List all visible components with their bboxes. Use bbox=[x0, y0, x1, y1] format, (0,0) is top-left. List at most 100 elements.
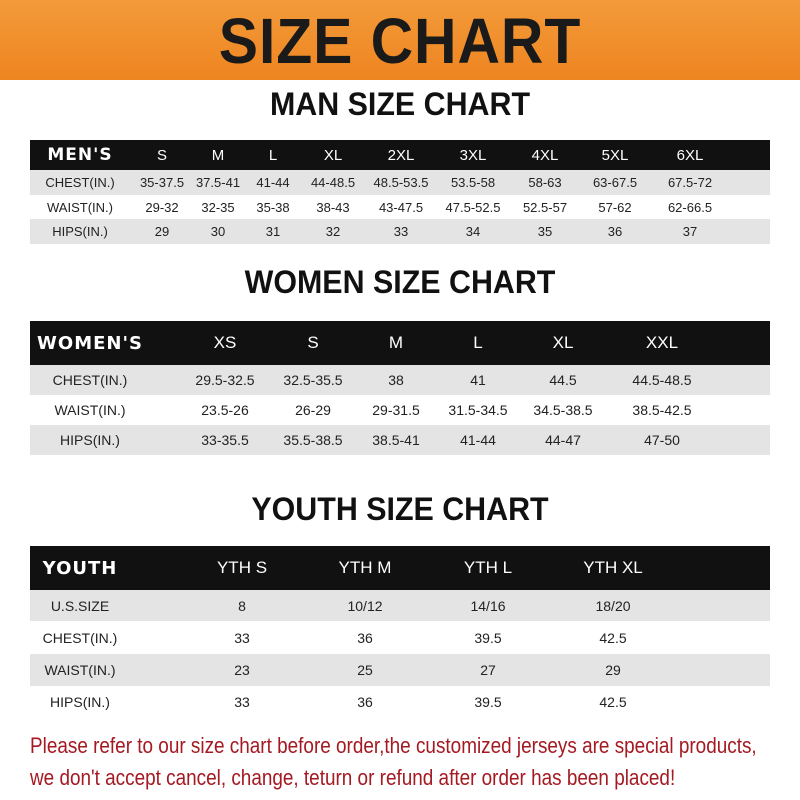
measurement-cell: 23 bbox=[234, 662, 250, 678]
measurement-cell: 52.5-57 bbox=[522, 199, 568, 215]
row-label: HIPS(IN.) bbox=[52, 224, 108, 239]
measurement-cell: 58-63 bbox=[528, 175, 562, 190]
measurement-cell: 44-48.5 bbox=[310, 175, 356, 190]
men-header-label: MEN'S bbox=[47, 145, 113, 165]
measurement-cell: 38 bbox=[388, 372, 404, 388]
measurement-cell: 63-67.5 bbox=[592, 175, 638, 190]
measurement-cell: 39.5 bbox=[474, 694, 502, 710]
row-label: CHEST(IN.) bbox=[45, 175, 115, 190]
row-label: CHEST(IN.) bbox=[52, 372, 128, 388]
measurement-cell: 35 bbox=[537, 224, 553, 239]
measurement-cell: 33 bbox=[234, 694, 250, 710]
measurement-cell: 44.5-48.5 bbox=[632, 372, 692, 388]
women-table-row: HIPS(IN.) 33-35.5 35.5-38.5 38.5-41 41-44 44-… bbox=[30, 425, 770, 455]
youth-header-label: YOUTH bbox=[42, 557, 118, 579]
measurement-cell: 44.5 bbox=[549, 372, 577, 388]
women-table-row: WAIST(IN.) 23.5-26 26-29 29-31.5 31.5-34.5 34… bbox=[30, 395, 770, 425]
measurement-cell: 47-50 bbox=[644, 432, 680, 448]
measurement-cell: 26-29 bbox=[295, 402, 331, 418]
measurement-cell: 36 bbox=[607, 224, 623, 239]
measurement-cell: 31.5-34.5 bbox=[448, 402, 508, 418]
men-section-title: MAN SIZE CHART bbox=[269, 86, 531, 122]
men-size-table: MEN'S S M L XL 2XL 3XL 4XL 5XL 6XL CHEST(IN.) 35-37… bbox=[30, 140, 770, 244]
measurement-cell: 35-37.5 bbox=[139, 175, 185, 190]
men-size-header: 5XL bbox=[601, 146, 629, 164]
measurement-cell: 14/16 bbox=[470, 597, 506, 614]
youth-size-header: YTH XL bbox=[583, 558, 643, 577]
youth-size-header: YTH S bbox=[216, 558, 268, 577]
row-label: WAIST(IN.) bbox=[44, 662, 116, 678]
men-size-header: 4XL bbox=[531, 146, 559, 164]
measurement-cell: 37.5-41 bbox=[195, 175, 241, 190]
women-header-row: WOMEN'S XS S M L XL XXL bbox=[30, 321, 770, 365]
men-size-header: L bbox=[268, 146, 278, 164]
measurement-cell: 33-35.5 bbox=[201, 432, 249, 448]
measurement-cell: 32.5-35.5 bbox=[283, 372, 343, 388]
youth-table-row: WAIST(IN.) 23 25 27 29 bbox=[30, 654, 770, 686]
men-size-header: 6XL bbox=[676, 146, 704, 164]
men-table-row: CHEST(IN.) 35-37.5 37.5-41 41-44 44-48.5 48.5… bbox=[30, 170, 770, 195]
men-header-row: MEN'S S M L XL 2XL 3XL 4XL 5XL 6XL bbox=[30, 140, 770, 170]
men-size-header: 2XL bbox=[387, 146, 415, 164]
youth-header-row: YOUTH YTH S YTH M YTH L YTH XL bbox=[30, 546, 770, 590]
measurement-cell: 33 bbox=[234, 629, 250, 646]
measurement-cell: 47.5-52.5 bbox=[445, 199, 501, 215]
measurement-cell: 38.5-42.5 bbox=[632, 402, 692, 418]
measurement-cell: 32 bbox=[325, 224, 341, 239]
measurement-cell: 37 bbox=[682, 224, 698, 239]
measurement-cell: 29 bbox=[154, 224, 170, 239]
measurement-cell: 39.5 bbox=[474, 629, 502, 646]
youth-size-table: YOUTH YTH S YTH M YTH L YTH XL U.S.SIZE 8 10/12… bbox=[30, 546, 770, 718]
measurement-cell: 44-47 bbox=[545, 432, 581, 448]
men-size-header: S bbox=[156, 146, 168, 164]
women-size-header: XL bbox=[552, 333, 574, 352]
measurement-cell: 53.5-58 bbox=[450, 175, 496, 190]
row-label: U.S.SIZE bbox=[50, 597, 110, 614]
women-table-row: CHEST(IN.) 29.5-32.5 32.5-35.5 38 41 44.5 44.5… bbox=[30, 365, 770, 395]
women-size-table: WOMEN'S XS S M L XL XXL CHEST(IN.) 29.5-32.5 32.5… bbox=[30, 321, 770, 455]
measurement-cell: 41 bbox=[470, 372, 486, 388]
measurement-cell: 35-38 bbox=[256, 199, 290, 215]
measurement-cell: 34.5-38.5 bbox=[533, 402, 593, 418]
measurement-cell: 67.5-72 bbox=[667, 175, 713, 190]
measurement-cell: 43-47.5 bbox=[378, 199, 424, 215]
measurement-cell: 33 bbox=[393, 224, 409, 239]
measurement-cell: 10/12 bbox=[347, 597, 383, 614]
row-label: HIPS(IN.) bbox=[50, 694, 110, 710]
measurement-cell: 35.5-38.5 bbox=[283, 432, 343, 448]
measurement-cell: 32-35 bbox=[201, 199, 235, 215]
youth-size-header: YTH M bbox=[338, 558, 392, 577]
measurement-cell: 57-62 bbox=[598, 199, 632, 215]
women-size-header: M bbox=[388, 333, 404, 352]
women-size-header: L bbox=[473, 333, 483, 352]
women-size-header: XXL bbox=[645, 333, 679, 352]
measurement-cell: 25 bbox=[357, 662, 373, 678]
row-label: CHEST(IN.) bbox=[42, 629, 118, 646]
men-table-row: HIPS(IN.) 29 30 31 32 33 34 35 36 37 bbox=[30, 219, 770, 244]
measurement-cell: 29-31.5 bbox=[372, 402, 420, 418]
measurement-cell: 62-66.5 bbox=[667, 199, 713, 215]
measurement-cell: 34 bbox=[465, 224, 481, 239]
measurement-cell: 23.5-26 bbox=[201, 402, 249, 418]
youth-section-title: YOUTH SIZE CHART bbox=[251, 491, 549, 527]
men-size-header: M bbox=[211, 146, 225, 164]
men-table-row: WAIST(IN.) 29-32 32-35 35-38 38-43 43-47.5 47.… bbox=[30, 195, 770, 219]
measurement-cell: 30 bbox=[210, 224, 226, 239]
measurement-cell: 36 bbox=[357, 629, 373, 646]
youth-table-row: CHEST(IN.) 33 36 39.5 42.5 bbox=[30, 621, 770, 654]
disclaimer-line-1: Please refer to our size chart before or… bbox=[30, 733, 757, 758]
men-size-header: XL bbox=[323, 146, 343, 164]
measurement-cell: 42.5 bbox=[599, 694, 627, 710]
measurement-cell: 31 bbox=[265, 224, 281, 239]
banner-title: SIZE CHART bbox=[218, 5, 582, 77]
youth-table-row: U.S.SIZE 8 10/12 14/16 18/20 bbox=[30, 590, 770, 621]
measurement-cell: 48.5-53.5 bbox=[373, 175, 429, 190]
size-chart-banner: SIZE CHART bbox=[0, 0, 800, 80]
women-section-title: WOMEN SIZE CHART bbox=[244, 264, 556, 300]
measurement-cell: 29.5-32.5 bbox=[195, 372, 255, 388]
measurement-cell: 8 bbox=[238, 597, 246, 614]
measurement-cell: 41-44 bbox=[256, 175, 290, 190]
measurement-cell: 38-43 bbox=[316, 199, 350, 215]
women-size-header: S bbox=[307, 333, 319, 352]
youth-size-header: YTH L bbox=[463, 558, 513, 577]
